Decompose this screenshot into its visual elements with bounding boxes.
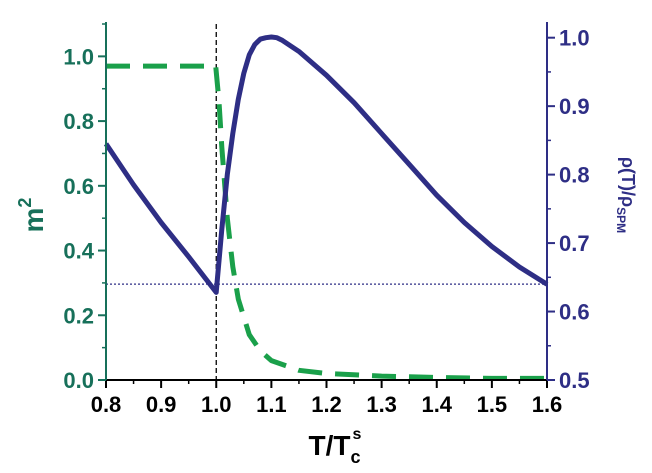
- x-axis-title: T/Tcs: [309, 426, 362, 467]
- x-tick-label: 1.6: [532, 392, 563, 417]
- y-left-axis-title: m2: [15, 198, 49, 233]
- y-left-tick-label: 1.0: [63, 44, 94, 69]
- x-tick-label: 1.5: [477, 392, 508, 417]
- x-axis-title-sub: c: [351, 447, 361, 467]
- series-rho-line: [103, 34, 549, 295]
- x-tick-label: 1.0: [201, 392, 232, 417]
- axis-labels: 0.8 0.9 1.0 1.1 1.2 1.3 1.4 1.5 1.6 0.0 0.2 0.4 0.6 0…: [63, 26, 589, 417]
- y-right-tick-label: 0.7: [559, 231, 590, 256]
- y-left-tick-label: 0.0: [63, 368, 94, 393]
- y-left-tick-label: 0.2: [63, 303, 94, 328]
- series-m2-line: [106, 63, 547, 381]
- y-left-tick-label: 0.8: [63, 109, 94, 134]
- y-right-axis-title-sub: SPM: [614, 207, 628, 233]
- x-axis-title-sup: s: [353, 426, 362, 443]
- y-right-tick-label: 0.8: [559, 163, 590, 188]
- x-tick-label: 1.1: [256, 392, 287, 417]
- y-right-tick-label: 1.0: [559, 26, 590, 51]
- plot-area: [103, 24, 549, 381]
- x-tick-label: 1.2: [311, 392, 342, 417]
- y-right-tick-label: 0.6: [559, 300, 590, 325]
- x-tick-label: 0.9: [146, 392, 177, 417]
- y-left-tick-label: 0.4: [63, 239, 94, 264]
- y-right-axis-title: ρ(T)/ρSPM: [614, 157, 638, 233]
- y-right-tick-label: 0.9: [559, 94, 590, 119]
- x-tick-label: 1.4: [421, 392, 452, 417]
- y-left-tick-label: 0.6: [63, 174, 94, 199]
- axes: [98, 22, 555, 388]
- x-tick-label: 1.3: [366, 392, 397, 417]
- y-left-axis-title-sup: 2: [15, 198, 35, 208]
- y-right-tick-label: 0.5: [559, 368, 590, 393]
- x-tick-label: 0.8: [91, 392, 122, 417]
